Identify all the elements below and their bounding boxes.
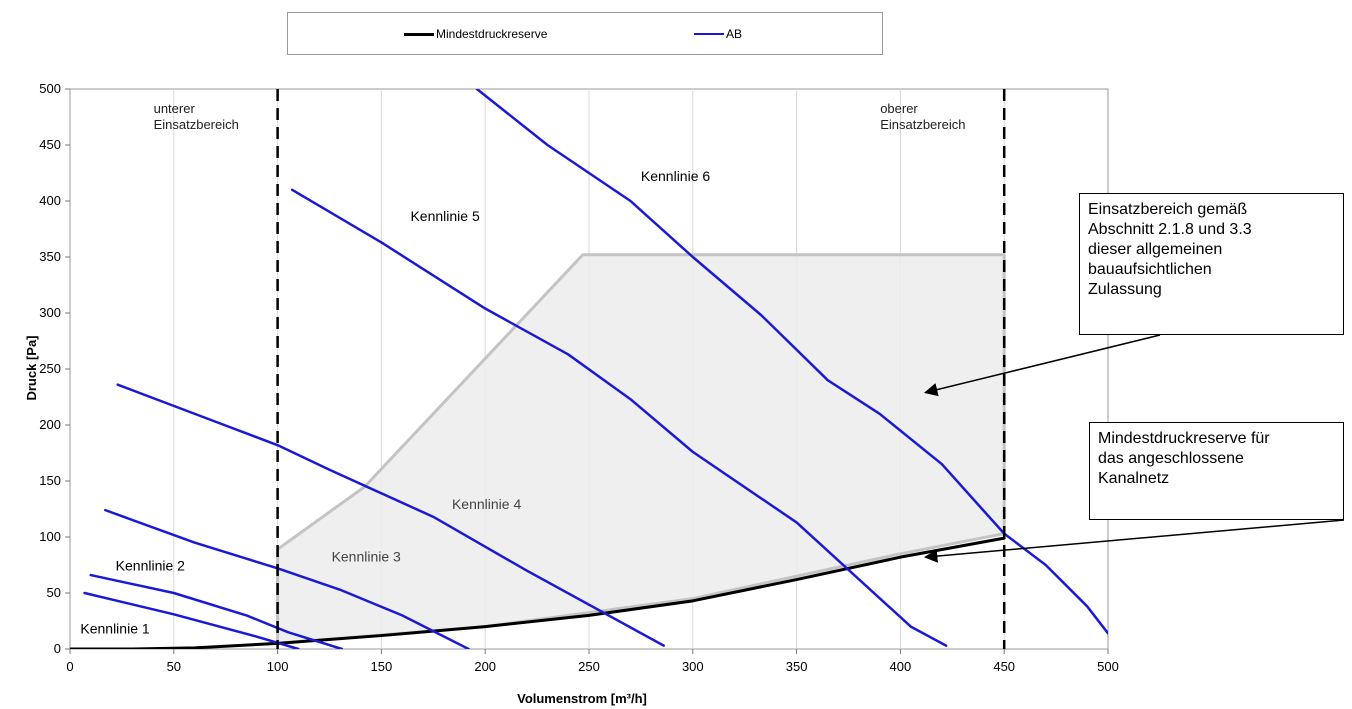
series-line-kennlinie-6	[475, 89, 1108, 635]
callout-line: bauaufsichtlichen	[1088, 261, 1212, 278]
callout-arrow	[923, 519, 1345, 563]
x-axis-label: Volumenstrom [m³/h]	[517, 691, 647, 706]
legend-swatch-black	[404, 32, 434, 36]
legend-entry-ab: AB	[694, 26, 742, 42]
y-tick-label: 150	[39, 473, 61, 488]
marker-label: unterer	[154, 101, 196, 116]
x-tick-label: 200	[474, 659, 496, 674]
legend-swatch-blue	[694, 33, 724, 35]
y-axis-label: Druck [Pa]	[24, 335, 39, 400]
x-tick-label: 150	[371, 659, 393, 674]
callout-line: Einsatzbereich gemäß	[1088, 201, 1248, 218]
x-tick-label: 300	[682, 659, 704, 674]
curve-label: Kennlinie 3	[332, 549, 401, 565]
callout-minimum-pressure: Mindestdruckreserve für das angeschlosse…	[1089, 422, 1344, 520]
callout-arrow	[924, 334, 1161, 397]
series-line-mindestdruckreserve	[70, 536, 1006, 649]
y-tick-label: 500	[39, 81, 61, 96]
callout-line: Mindestdruckreserve für	[1098, 430, 1270, 447]
y-tick-label: 50	[47, 585, 61, 600]
y-tick-label: 300	[39, 305, 61, 320]
series-line-kennlinie-4	[116, 383, 665, 647]
curve-label: Kennlinie 5	[410, 208, 479, 224]
x-tick-label: 450	[993, 659, 1015, 674]
x-tick-label: 400	[890, 659, 912, 674]
axis-ticks: 0 50 100 150 200 250 300 350 400 450 500 0 50 100 150 2…	[39, 81, 1119, 674]
series-line-kennlinie-5	[290, 188, 948, 647]
marker-label: Einsatzbereich	[154, 117, 239, 132]
callout-line: Zulassung	[1088, 281, 1162, 298]
legend-label: Mindestdruckreserve	[436, 27, 548, 41]
x-tick-label: 50	[167, 659, 181, 674]
y-tick-label: 450	[39, 137, 61, 152]
x-tick-label: 500	[1097, 659, 1119, 674]
x-tick-label: 250	[578, 659, 600, 674]
curve-label: Kennlinie 4	[452, 496, 521, 512]
callout-line: dieser allgemeinen	[1088, 241, 1223, 258]
callout-line: das angeschlossene	[1098, 450, 1244, 467]
curve-label: Kennlinie 2	[116, 558, 185, 574]
y-tick-label: 250	[39, 361, 61, 376]
x-tick-label: 100	[267, 659, 289, 674]
series-line-kennlinie-2	[89, 573, 344, 649]
annotations: Kennlinie 1 Kennlinie 2 Kennlinie 3 Kennlin…	[80, 168, 710, 636]
legend-entry-mindestdruckreserve: Mindestdruckreserve	[404, 26, 547, 42]
y-tick-label: 400	[39, 193, 61, 208]
callout-operating-region: Einsatzbereich gemäß Abschnitt 2.1.8 und…	[1079, 193, 1344, 335]
vertical-markers: untererEinsatzbereichobererEinsatzbereic…	[154, 89, 1006, 649]
marker-label: oberer	[880, 101, 918, 116]
callout-line: Abschnitt 2.1.8 und 3.3	[1088, 221, 1252, 238]
callout-line: Kanalnetz	[1098, 470, 1170, 487]
legend: Mindestdruckreserve AB	[287, 12, 883, 55]
y-tick-label: 100	[39, 529, 61, 544]
curve-label: Kennlinie 6	[641, 168, 710, 184]
y-tick-label: 0	[54, 641, 61, 656]
y-tick-label: 200	[39, 417, 61, 432]
x-tick-label: 350	[786, 659, 808, 674]
y-tick-label: 350	[39, 249, 61, 264]
curve-label: Kennlinie 1	[80, 620, 149, 636]
legend-label: AB	[726, 27, 743, 41]
marker-label: Einsatzbereich	[880, 117, 965, 132]
x-tick-label: 0	[66, 659, 73, 674]
series-line-kennlinie-3	[104, 508, 470, 649]
callout-arrows	[923, 334, 1345, 563]
